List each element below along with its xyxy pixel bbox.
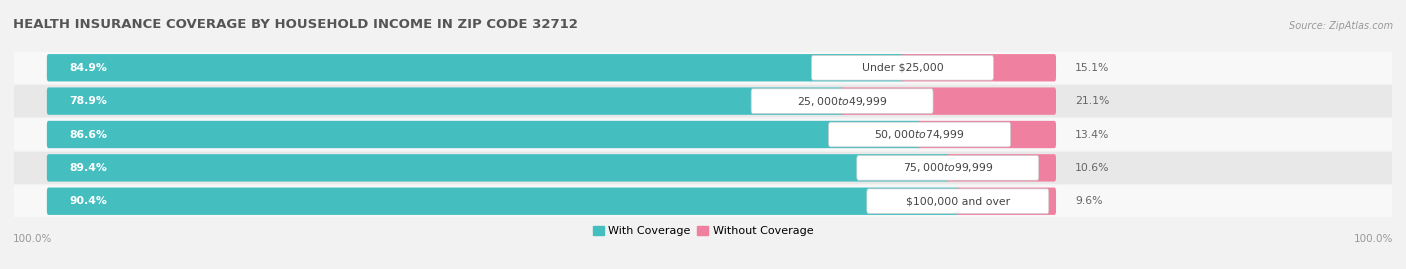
Text: $100,000 and over: $100,000 and over (905, 196, 1010, 206)
FancyBboxPatch shape (14, 152, 1392, 184)
Legend: With Coverage, Without Coverage: With Coverage, Without Coverage (588, 222, 818, 241)
Text: 21.1%: 21.1% (1076, 96, 1109, 106)
Text: Source: ZipAtlas.com: Source: ZipAtlas.com (1289, 21, 1393, 31)
Text: $75,000 to $99,999: $75,000 to $99,999 (903, 161, 993, 174)
FancyBboxPatch shape (918, 121, 1056, 148)
Text: 100.0%: 100.0% (1354, 234, 1393, 244)
Text: $25,000 to $49,999: $25,000 to $49,999 (797, 95, 887, 108)
FancyBboxPatch shape (946, 154, 1056, 182)
Text: 86.6%: 86.6% (69, 129, 107, 140)
Text: $50,000 to $74,999: $50,000 to $74,999 (875, 128, 965, 141)
FancyBboxPatch shape (956, 187, 1056, 215)
FancyBboxPatch shape (14, 85, 1392, 117)
FancyBboxPatch shape (811, 55, 994, 80)
FancyBboxPatch shape (46, 154, 949, 182)
FancyBboxPatch shape (46, 87, 844, 115)
Text: Under $25,000: Under $25,000 (862, 63, 943, 73)
FancyBboxPatch shape (901, 54, 1056, 82)
FancyBboxPatch shape (828, 122, 1011, 147)
FancyBboxPatch shape (751, 89, 934, 114)
Text: 13.4%: 13.4% (1076, 129, 1109, 140)
FancyBboxPatch shape (14, 185, 1392, 217)
Text: 89.4%: 89.4% (69, 163, 107, 173)
Text: 78.9%: 78.9% (69, 96, 107, 106)
Text: 9.6%: 9.6% (1076, 196, 1102, 206)
FancyBboxPatch shape (46, 187, 959, 215)
FancyBboxPatch shape (868, 189, 1049, 214)
Text: 100.0%: 100.0% (13, 234, 52, 244)
FancyBboxPatch shape (14, 118, 1392, 151)
FancyBboxPatch shape (46, 121, 921, 148)
Text: 90.4%: 90.4% (69, 196, 107, 206)
FancyBboxPatch shape (856, 155, 1039, 180)
Text: 10.6%: 10.6% (1076, 163, 1109, 173)
Text: 84.9%: 84.9% (69, 63, 107, 73)
FancyBboxPatch shape (841, 87, 1056, 115)
FancyBboxPatch shape (14, 52, 1392, 84)
FancyBboxPatch shape (46, 54, 904, 82)
Text: HEALTH INSURANCE COVERAGE BY HOUSEHOLD INCOME IN ZIP CODE 32712: HEALTH INSURANCE COVERAGE BY HOUSEHOLD I… (13, 18, 578, 31)
Text: 15.1%: 15.1% (1076, 63, 1109, 73)
